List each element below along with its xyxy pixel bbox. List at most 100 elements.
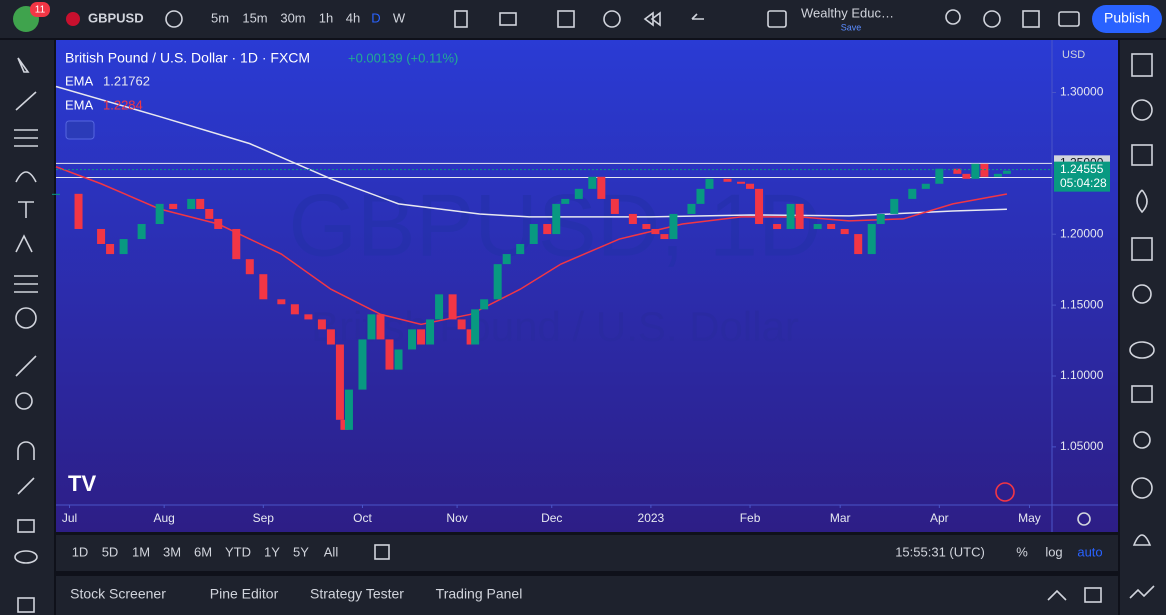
candle [155, 203, 164, 225]
candle [214, 218, 223, 229]
candle [335, 344, 344, 420]
candle [376, 314, 385, 340]
badge [30, 2, 50, 17]
panel-tab[interactable]: Trading Panel [436, 586, 523, 602]
candle [187, 198, 196, 209]
last-price-tag [1054, 161, 1110, 192]
auto-toggle[interactable]: auto [1077, 544, 1102, 559]
badge-count: 11 [35, 5, 46, 16]
candle [755, 188, 764, 225]
collapse-legend[interactable] [65, 120, 95, 140]
candle [344, 389, 353, 430]
candle [317, 319, 326, 330]
candle [169, 203, 178, 209]
add-symbol[interactable] [165, 10, 183, 28]
interval[interactable]: 4h [346, 10, 360, 25]
price-change: +0.00139 (+0.11%) [348, 50, 458, 65]
interval[interactable]: 15m [242, 10, 267, 25]
candle [543, 224, 552, 235]
range[interactable]: All [324, 544, 339, 559]
candle [876, 213, 885, 225]
percent-toggle[interactable]: % [1016, 544, 1028, 559]
interval[interactable]: W [393, 10, 406, 25]
panel-tab[interactable]: Strategy Tester [310, 586, 404, 602]
candle [723, 178, 732, 182]
candle [840, 228, 849, 235]
interval[interactable]: 1h [319, 10, 333, 25]
candle [971, 163, 980, 179]
symbol[interactable]: GBPUSD [88, 10, 144, 25]
candle [669, 213, 678, 240]
candle [660, 234, 669, 240]
range[interactable]: 1Y [264, 544, 280, 559]
candle [737, 181, 746, 184]
right-sidebar [1120, 40, 1166, 615]
interval[interactable]: 5m [211, 10, 229, 25]
candle [651, 228, 660, 235]
log-toggle[interactable]: log [1045, 544, 1062, 559]
candle [457, 319, 466, 330]
panel-tab[interactable]: Pine Editor [210, 586, 279, 602]
candle [426, 319, 435, 345]
x-tick-label: Aug [153, 511, 174, 525]
candle [552, 203, 561, 235]
candle [119, 239, 128, 255]
candle [516, 244, 525, 255]
chart-area [56, 40, 1118, 532]
candle [588, 176, 597, 189]
candle [493, 264, 502, 300]
candle [408, 329, 417, 350]
candle [574, 188, 583, 199]
candle [74, 193, 83, 229]
clock: 15:55:31 (UTC) [895, 544, 985, 559]
toolbar-icons [454, 9, 1080, 28]
candle [358, 339, 367, 390]
interval[interactable]: D [371, 10, 380, 25]
candle [137, 224, 146, 240]
candle [642, 224, 651, 229]
candle [953, 168, 962, 174]
candle [205, 208, 214, 219]
candle [921, 183, 930, 189]
range[interactable]: 6M [194, 544, 212, 559]
last-price-label: 1.24555 [1060, 162, 1104, 176]
publish-label[interactable]: Publish [1104, 10, 1150, 26]
candle [854, 234, 863, 255]
drawing-tools [14, 57, 38, 613]
range[interactable]: 5D [102, 544, 119, 559]
publish-button[interactable] [1092, 5, 1162, 33]
ema-line [55, 85, 1007, 218]
range[interactable]: 1D [72, 544, 89, 559]
chart-title: British Pound / U.S. Dollar · 1D · FXCM [65, 50, 310, 66]
y-tick-label: 1.10000 [1060, 368, 1104, 382]
range[interactable]: 1M [132, 544, 150, 559]
candle [394, 349, 403, 370]
candle [196, 198, 205, 209]
panel-tab[interactable]: Stock Screener [70, 586, 166, 602]
candle [259, 274, 268, 300]
currency[interactable]: USD [1062, 49, 1085, 61]
candle [290, 304, 299, 315]
range[interactable]: 5Y [293, 544, 309, 559]
range[interactable]: YTD [225, 544, 251, 559]
layout-name[interactable]: Wealthy Educ… [801, 5, 894, 20]
legend-value: 1.21762 [103, 73, 150, 88]
candle [705, 178, 714, 189]
candle [471, 309, 480, 345]
x-tick-label: Jul [62, 511, 77, 525]
interval[interactable]: 30m [280, 10, 305, 25]
candle [232, 228, 241, 260]
candle [466, 329, 475, 345]
save[interactable]: Save [841, 22, 862, 32]
y-tick-label: 1.05000 [1060, 439, 1104, 453]
countdown: 05:04:28 [1060, 176, 1107, 190]
candle [746, 183, 755, 189]
range[interactable]: 3M [163, 544, 181, 559]
candle [962, 173, 971, 179]
candle [502, 254, 511, 265]
top-bar [0, 0, 1166, 38]
y-tick-label: 1.15000 [1060, 297, 1104, 311]
candle [435, 294, 444, 320]
y-tick-label: 1.20000 [1060, 226, 1104, 240]
